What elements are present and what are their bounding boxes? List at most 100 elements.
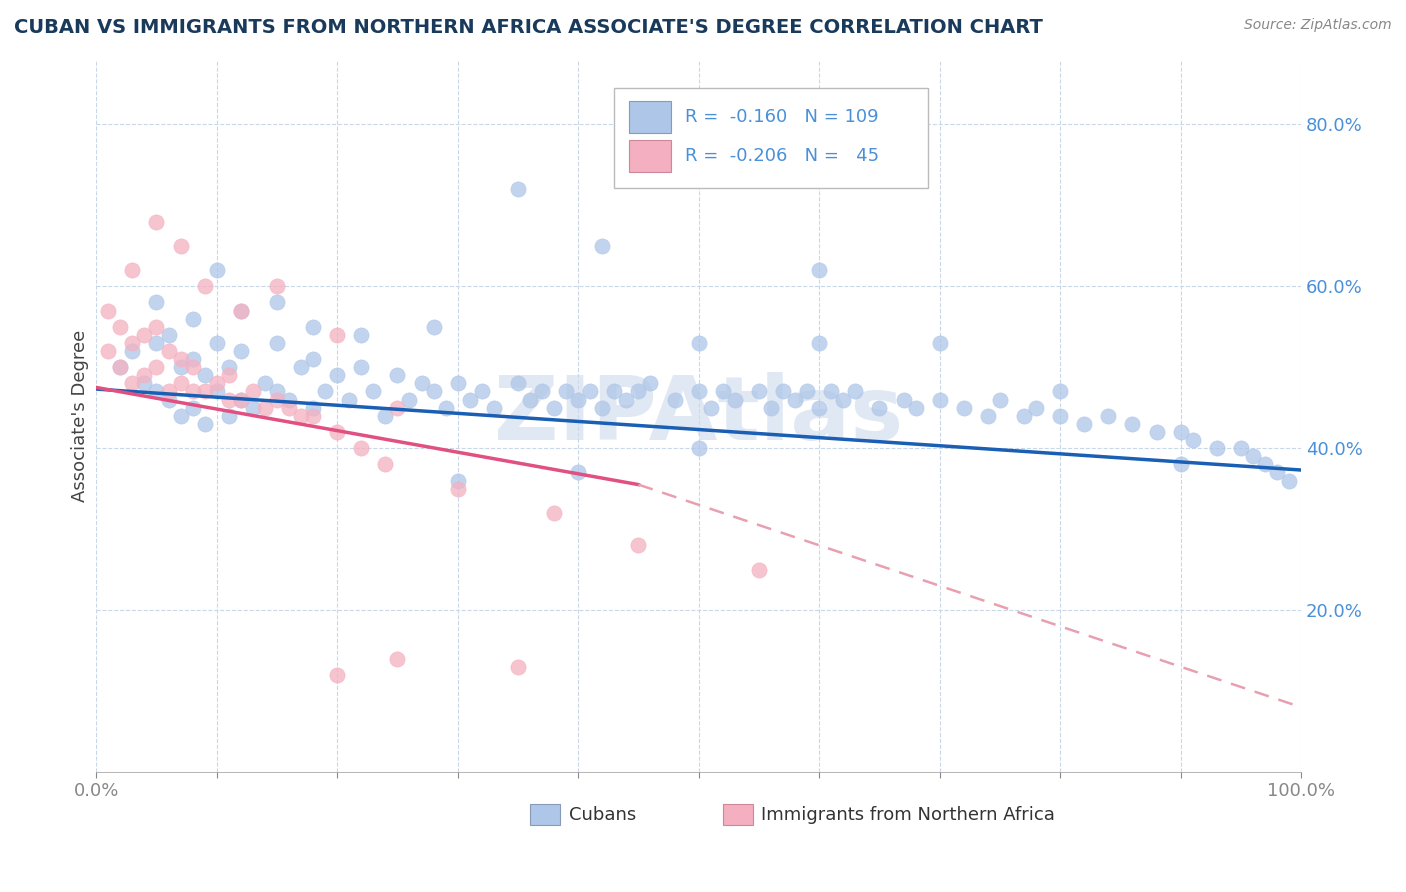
Point	[121, 376, 143, 391]
Point	[1170, 458, 1192, 472]
Point	[1073, 417, 1095, 431]
Point	[229, 344, 252, 359]
Point	[242, 384, 264, 399]
Point	[699, 401, 721, 415]
Point	[253, 376, 276, 391]
Point	[928, 392, 950, 407]
Point	[169, 376, 191, 391]
Point	[820, 384, 842, 399]
Point	[121, 344, 143, 359]
Point	[326, 668, 349, 682]
Point	[808, 263, 831, 277]
Point	[229, 392, 252, 407]
Point	[181, 311, 204, 326]
Point	[904, 401, 927, 415]
Point	[543, 401, 565, 415]
Point	[229, 303, 252, 318]
Text: R =  -0.206   N =   45: R = -0.206 N = 45	[685, 147, 880, 165]
Point	[1278, 474, 1301, 488]
Point	[229, 303, 252, 318]
Point	[567, 392, 589, 407]
Point	[1254, 458, 1277, 472]
Point	[350, 327, 373, 342]
Point	[157, 344, 180, 359]
Point	[169, 352, 191, 367]
Text: Cubans: Cubans	[568, 805, 636, 823]
Point	[1012, 409, 1035, 423]
Point	[447, 474, 470, 488]
Point	[266, 335, 288, 350]
Point	[688, 384, 710, 399]
Point	[952, 401, 974, 415]
Point	[868, 401, 890, 415]
Point	[387, 401, 409, 415]
Point	[97, 303, 120, 318]
Point	[218, 392, 240, 407]
Point	[290, 360, 312, 375]
Point	[326, 368, 349, 383]
Point	[110, 319, 132, 334]
Point	[205, 335, 228, 350]
Point	[783, 392, 806, 407]
Point	[506, 182, 529, 196]
Point	[205, 384, 228, 399]
Point	[157, 327, 180, 342]
Point	[434, 401, 457, 415]
Point	[531, 384, 554, 399]
Point	[591, 401, 613, 415]
Bar	[530, 804, 560, 825]
Point	[627, 384, 650, 399]
Point	[447, 482, 470, 496]
Point	[387, 651, 409, 665]
Bar	[628, 140, 671, 172]
Point	[422, 384, 444, 399]
Point	[422, 319, 444, 334]
Point	[145, 360, 167, 375]
Text: CUBAN VS IMMIGRANTS FROM NORTHERN AFRICA ASSOCIATE'S DEGREE CORRELATION CHART: CUBAN VS IMMIGRANTS FROM NORTHERN AFRICA…	[14, 18, 1043, 37]
Y-axis label: Associate's Degree: Associate's Degree	[72, 330, 89, 502]
Point	[229, 392, 252, 407]
Point	[748, 563, 770, 577]
Point	[266, 384, 288, 399]
Point	[591, 239, 613, 253]
Text: ZIPAtlas: ZIPAtlas	[494, 372, 903, 459]
Point	[1170, 425, 1192, 439]
Point	[302, 409, 325, 423]
Point	[603, 384, 626, 399]
Point	[157, 384, 180, 399]
Point	[145, 384, 167, 399]
Point	[194, 417, 217, 431]
Point	[688, 441, 710, 455]
Point	[205, 376, 228, 391]
Point	[110, 360, 132, 375]
Bar	[628, 101, 671, 133]
Point	[326, 425, 349, 439]
Point	[337, 392, 360, 407]
Point	[664, 392, 686, 407]
Point	[374, 409, 396, 423]
Point	[218, 409, 240, 423]
Point	[134, 376, 156, 391]
Point	[145, 319, 167, 334]
Point	[398, 392, 420, 407]
Point	[543, 506, 565, 520]
Point	[1205, 441, 1227, 455]
Point	[387, 368, 409, 383]
Point	[314, 384, 336, 399]
Point	[844, 384, 866, 399]
Point	[1265, 466, 1288, 480]
Point	[759, 401, 782, 415]
Point	[253, 401, 276, 415]
Point	[616, 392, 638, 407]
Point	[1230, 441, 1253, 455]
Point	[181, 352, 204, 367]
Point	[482, 401, 505, 415]
Point	[218, 360, 240, 375]
Point	[134, 327, 156, 342]
Point	[266, 295, 288, 310]
Point	[555, 384, 578, 399]
Point	[893, 392, 915, 407]
Point	[627, 538, 650, 552]
Point	[278, 392, 301, 407]
Point	[205, 263, 228, 277]
